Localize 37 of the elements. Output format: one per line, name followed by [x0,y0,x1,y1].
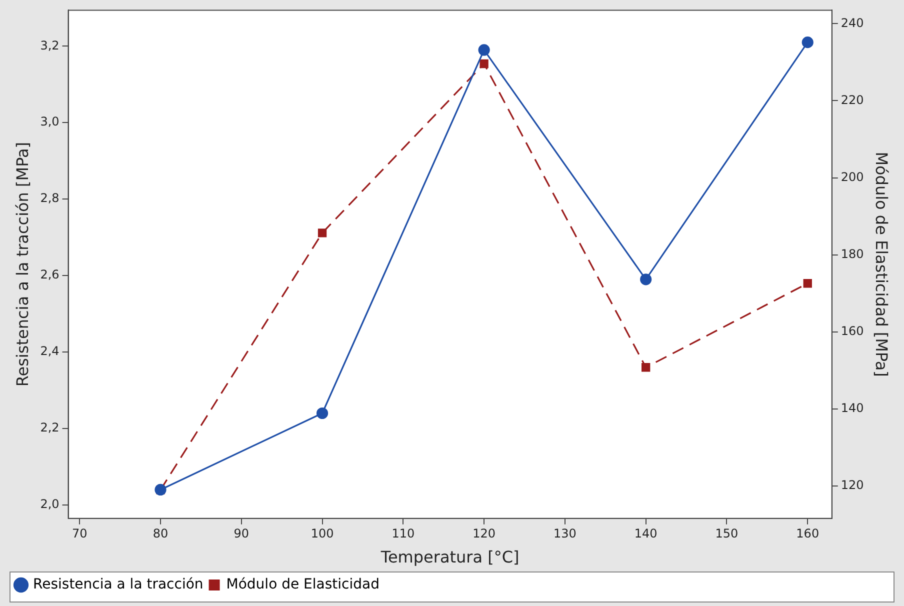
x-tick-label: 100 [310,526,334,541]
x-tick-label: 160 [796,526,820,541]
point [478,44,490,56]
point [316,407,328,420]
x-tick-label: 110 [392,526,415,541]
x-axis-title: Temperatura [°C] [380,548,520,567]
y2-tick-label: 120 [840,478,864,492]
y2-tick-label: 220 [840,92,864,107]
y-tick-label: 2,6 [40,268,60,282]
legend-label: Resistencia a la tracción [33,576,204,593]
point [642,363,650,372]
y-tick-label: 2,0 [40,497,60,512]
point [318,228,327,238]
point [803,279,812,288]
y-tick-label: 2,4 [40,344,60,358]
x-tick-label: 90 [234,526,250,541]
x-tick-label: 120 [472,526,496,541]
y-tick-label: 3,2 [40,38,60,52]
x-tick-label: 130 [554,526,576,541]
x-tick-label: 140 [634,526,658,541]
point [640,274,652,286]
legend-label: Módulo de Elasticidad [226,576,380,593]
y2-axis-title: Módulo de Elasticidad [MPa] [872,152,892,377]
y-tick-label: 2,8 [40,191,60,206]
point [802,36,814,48]
x-tick-label: 70 [72,526,88,541]
x-tick-label: 150 [715,526,738,541]
y-tick-label: 3,0 [40,114,60,129]
x-tick-label: 80 [152,526,168,541]
y2-tick-label: 160 [840,324,864,338]
point [480,59,488,68]
y2-tick-label: 140 [840,401,864,416]
y-axis-title: Resistencia a la tracción [MPa] [12,142,32,387]
y2-tick-label: 180 [840,246,864,261]
y2-tick-label: 240 [840,16,864,30]
y-tick-label: 2,2 [40,420,60,435]
y2-tick-label: 200 [840,170,864,184]
